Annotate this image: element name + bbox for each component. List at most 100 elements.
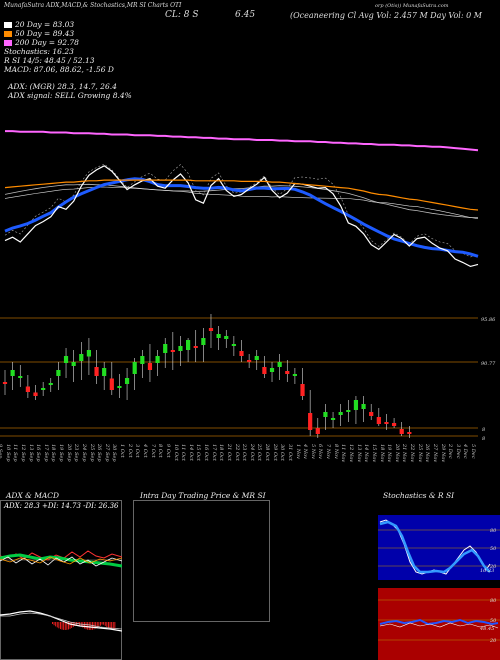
candle-body bbox=[18, 376, 23, 378]
date-tick-label: 3 Dec bbox=[454, 444, 461, 459]
candle-body bbox=[208, 328, 214, 331]
date-tick-label: 7 Nov bbox=[325, 444, 331, 459]
date-tick-label: 12 Nov bbox=[347, 444, 354, 463]
header-right2: orp (Otis)) MunafaSutra.com bbox=[375, 3, 449, 9]
ma50-line bbox=[4, 179, 479, 211]
rsi-tick-50: 50 bbox=[490, 618, 497, 624]
legend-label-20: 20 Day = 83.03 bbox=[15, 20, 75, 29]
macd-bar bbox=[85, 622, 87, 630]
stoch-tick-20: 20 bbox=[490, 564, 497, 570]
date-tick-label: 14 Oct bbox=[187, 444, 194, 461]
ma20-line bbox=[4, 165, 479, 268]
candle-body bbox=[94, 367, 99, 376]
candle-body bbox=[147, 363, 153, 370]
date-tick-label: 23 Oct bbox=[241, 444, 248, 461]
legend-item-50: 50 Day = 89.43 bbox=[4, 29, 114, 38]
date-tick-label: 1 Nov bbox=[294, 444, 301, 459]
stoch-panel-title: Stochastics & R SI bbox=[383, 491, 455, 500]
macd-bar bbox=[74, 622, 76, 627]
candle-body bbox=[254, 356, 259, 360]
macd-bar bbox=[82, 622, 84, 628]
candle-body bbox=[86, 350, 92, 357]
candle-body bbox=[2, 382, 8, 384]
macd-bar bbox=[66, 622, 68, 630]
date-tick-label: 11 Nov bbox=[340, 444, 347, 463]
candle-body bbox=[33, 392, 38, 396]
date-tick-label: 17 Oct bbox=[210, 444, 217, 461]
date-tick-label: 24 Sep bbox=[80, 444, 87, 462]
legend-swatch-200 bbox=[4, 40, 12, 46]
date-tick-label: 30 Sep bbox=[111, 444, 118, 462]
ma-extra-line-1 bbox=[4, 183, 479, 219]
macd-bar bbox=[90, 622, 92, 630]
candle-body bbox=[338, 412, 343, 415]
adx-panel-frame bbox=[0, 500, 122, 660]
macd-bar bbox=[58, 622, 60, 629]
main-chart bbox=[0, 130, 479, 438]
adx-plus-di-line bbox=[0, 556, 122, 567]
date-tick-label: 4 Nov bbox=[302, 444, 309, 459]
candle-body bbox=[391, 423, 397, 426]
date-tick-label: 18 Sep bbox=[50, 444, 57, 462]
ma-extra-line-2 bbox=[4, 186, 479, 219]
mrsi-line bbox=[379, 622, 499, 629]
date-tick-label: 8 Nov bbox=[332, 444, 339, 459]
rsi-line bbox=[379, 618, 499, 626]
candle-body bbox=[63, 356, 69, 363]
date-tick-label: 25 Sep bbox=[88, 444, 95, 462]
date-tick-label: 27 Sep bbox=[103, 444, 110, 462]
date-tick-label: 18 Nov bbox=[378, 444, 385, 463]
ma-dotted-line bbox=[4, 163, 479, 258]
macd-line bbox=[0, 610, 122, 632]
macd-bar bbox=[109, 622, 111, 629]
date-tick-label: 12 Sep bbox=[19, 444, 26, 462]
candle-body bbox=[41, 388, 46, 390]
candle-body bbox=[25, 386, 30, 392]
date-tick-label: 26 Sep bbox=[96, 444, 103, 462]
date-tick-label: 2 Oct bbox=[126, 444, 133, 458]
candle-body bbox=[56, 370, 61, 376]
legend-swatch-50 bbox=[4, 31, 12, 37]
macd-bar bbox=[64, 622, 66, 630]
macd-bar bbox=[71, 622, 73, 629]
candle-body bbox=[155, 356, 160, 363]
candle-body bbox=[132, 362, 137, 374]
candle-body bbox=[346, 410, 351, 412]
candle-body bbox=[216, 334, 221, 338]
candle-body bbox=[376, 417, 381, 424]
candle-body bbox=[292, 374, 298, 376]
macd-bar bbox=[84, 622, 85, 629]
macd-bar bbox=[111, 622, 113, 630]
candle-body bbox=[285, 371, 290, 374]
date-tick-label: 6 Nov bbox=[317, 444, 324, 459]
rsi-tick-20: 20 bbox=[490, 638, 497, 644]
candle-body bbox=[269, 368, 275, 372]
rsi-panel-bg bbox=[378, 588, 500, 660]
date-tick-label: 5 Nov bbox=[309, 444, 316, 459]
date-tick-label: 20 Sep bbox=[65, 444, 72, 462]
date-tick-label: 23 Sep bbox=[73, 444, 80, 462]
date-tick-label: 11 Oct bbox=[180, 444, 187, 461]
legend: 20 Day = 83.03 50 Day = 89.43 200 Day = … bbox=[4, 20, 114, 74]
candle-body bbox=[308, 413, 313, 430]
date-tick-label: 8 Oct bbox=[157, 444, 164, 458]
macd-signal-line bbox=[0, 612, 122, 630]
candle-body bbox=[330, 418, 336, 420]
date-tick-label: 4 Dec bbox=[462, 444, 469, 459]
legend-item-200: 200 Day = 92.78 bbox=[4, 38, 114, 47]
rsi-tick-80: 80 bbox=[490, 598, 497, 604]
adx-panel-title: ADX & MACD bbox=[6, 491, 60, 500]
candle-body bbox=[193, 346, 198, 348]
macd-bar bbox=[96, 622, 98, 628]
adx-readout: ADX: 28.3 +DI: 14.73 -DI: 26.36 bbox=[4, 502, 119, 510]
date-tick-label: 30 Oct bbox=[279, 444, 286, 461]
stoch-panel-bg bbox=[378, 515, 500, 580]
date-tick-label: 15 Nov bbox=[370, 444, 377, 463]
date-tick-label: 10 Sep bbox=[4, 444, 11, 462]
macd-bar bbox=[95, 622, 97, 629]
candle-body bbox=[201, 338, 206, 345]
date-tick-label: 21 Oct bbox=[225, 444, 232, 461]
candle-body bbox=[140, 356, 145, 364]
candle-body bbox=[163, 344, 168, 353]
adx-line bbox=[0, 553, 122, 568]
